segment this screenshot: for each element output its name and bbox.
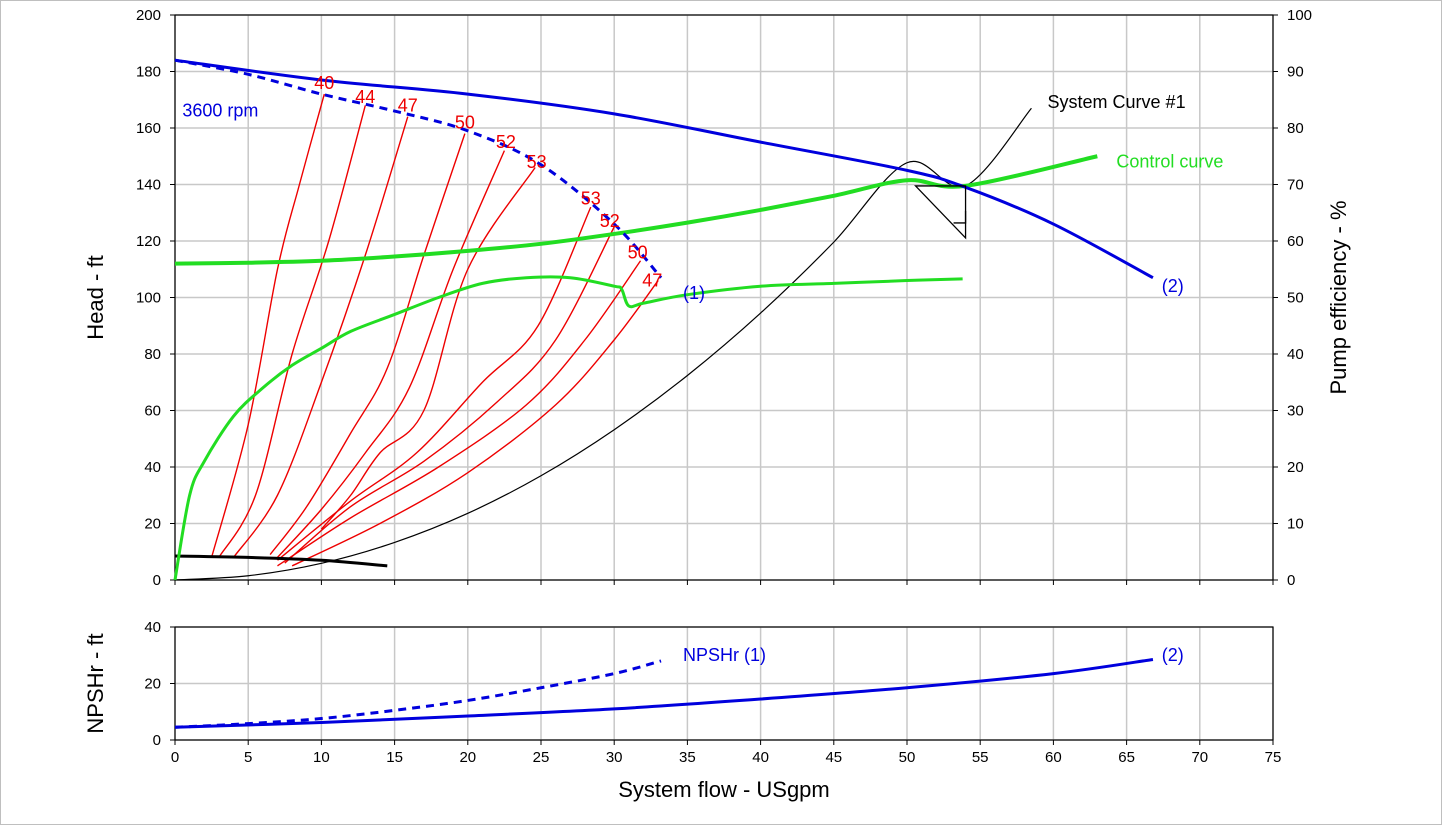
control-curve <box>174 154 1098 266</box>
efficiency-curve <box>173 275 963 581</box>
iso-efficiency-label: 50 <box>455 112 475 132</box>
iso-efficiency-label: 44 <box>355 87 375 107</box>
system-curve-label: System Curve #1 <box>1048 92 1186 112</box>
npsh-axis-title: NPSHr - ft <box>83 633 108 733</box>
control-curve-label: Control curve <box>1116 152 1223 172</box>
x-tick-label: 60 <box>1045 749 1062 766</box>
npsh-curve-2-label: (2) <box>1162 645 1184 665</box>
y2-tick-label: 40 <box>1287 346 1304 363</box>
x-tick-label: 15 <box>386 749 403 766</box>
y2-tick-label: 50 <box>1287 290 1304 307</box>
x-tick-label: 40 <box>752 749 769 766</box>
pump-curve-2 <box>174 58 1154 280</box>
iso-efficiency-label: 52 <box>496 132 516 152</box>
y2-tick-label: 80 <box>1287 120 1304 137</box>
x-tick-label: 10 <box>313 749 330 766</box>
y2-tick-label: 20 <box>1287 459 1304 476</box>
y-tick-label: 0 <box>153 572 161 589</box>
y2-tick-label: 60 <box>1287 233 1304 250</box>
y2-tick-label: 90 <box>1287 64 1304 81</box>
y-tick-label: 20 <box>144 516 161 533</box>
x-tick-label: 20 <box>459 749 476 766</box>
operating-point-marker <box>914 185 967 240</box>
iso-efficiency-line <box>320 167 536 530</box>
iso-efficiency-label: 40 <box>314 73 334 93</box>
x-tick-label: 75 <box>1265 749 1282 766</box>
iso-efficiency-label: 50 <box>628 242 648 262</box>
iso-efficiency-label: 47 <box>642 271 662 291</box>
x-tick-label: 30 <box>606 749 623 766</box>
low-speed-curve <box>174 554 388 568</box>
iso-efficiency-line <box>210 93 326 558</box>
x-tick-label: 35 <box>679 749 696 766</box>
speed-label: 3600 rpm <box>182 101 258 121</box>
npsh-curve-1-label: NPSHr (1) <box>683 645 766 665</box>
npsh-tick-label: 0 <box>153 732 161 749</box>
iso-efficiency-line <box>277 260 642 567</box>
y-tick-label: 160 <box>136 120 161 137</box>
y-tick-label: 200 <box>136 7 161 24</box>
y-tick-label: 100 <box>136 290 161 307</box>
iso-efficiency-line <box>269 133 466 555</box>
iso-efficiency-line <box>291 280 659 567</box>
iso-efficiency-label: 47 <box>398 95 418 115</box>
x-tick-label: 25 <box>533 749 550 766</box>
iso-efficiency-line <box>218 105 366 558</box>
x-tick-label: 50 <box>899 749 916 766</box>
head-axis-title: Head - ft <box>83 255 108 339</box>
iso-efficiency-line <box>276 150 506 558</box>
x-tick-label: 5 <box>244 749 252 766</box>
y-tick-label: 140 <box>136 177 161 194</box>
x-tick-label: 70 <box>1191 749 1208 766</box>
npsh-tick-label: 40 <box>144 619 161 636</box>
y2-tick-label: 70 <box>1287 177 1304 194</box>
y-tick-label: 180 <box>136 64 161 81</box>
y2-tick-label: 100 <box>1287 7 1312 24</box>
npsh-curve-1 <box>174 659 662 729</box>
npsh-tick-label: 20 <box>144 676 161 693</box>
x-tick-label: 0 <box>171 749 179 766</box>
y-tick-label: 60 <box>144 403 161 420</box>
y-tick-label: 120 <box>136 233 161 250</box>
y2-tick-label: 10 <box>1287 516 1304 533</box>
pump-curve-1-label: (1) <box>683 283 705 303</box>
pump-curve-2-label: (2) <box>1162 276 1184 296</box>
y2-tick-label: 30 <box>1287 403 1304 420</box>
iso-efficiency-line <box>232 116 409 558</box>
y2-tick-label: 0 <box>1287 572 1295 589</box>
operating-point-inner <box>953 210 967 224</box>
iso-efficiency-line <box>284 226 615 564</box>
x-tick-label: 45 <box>825 749 842 766</box>
y-tick-label: 40 <box>144 459 161 476</box>
pump-curve-1 <box>174 58 663 279</box>
iso-efficiency-label: 53 <box>581 189 601 209</box>
efficiency-axis-title: Pump efficiency - % <box>1326 200 1351 394</box>
y-tick-label: 80 <box>144 346 161 363</box>
iso-efficiency-label: 52 <box>600 211 620 231</box>
iso-efficiency-label: 53 <box>527 152 547 172</box>
x-tick-label: 65 <box>1118 749 1135 766</box>
iso-efficiency-line <box>277 206 592 561</box>
x-axis-title: System flow - USgpm <box>618 777 830 802</box>
npsh-curve-2 <box>174 658 1154 729</box>
x-tick-label: 55 <box>972 749 989 766</box>
